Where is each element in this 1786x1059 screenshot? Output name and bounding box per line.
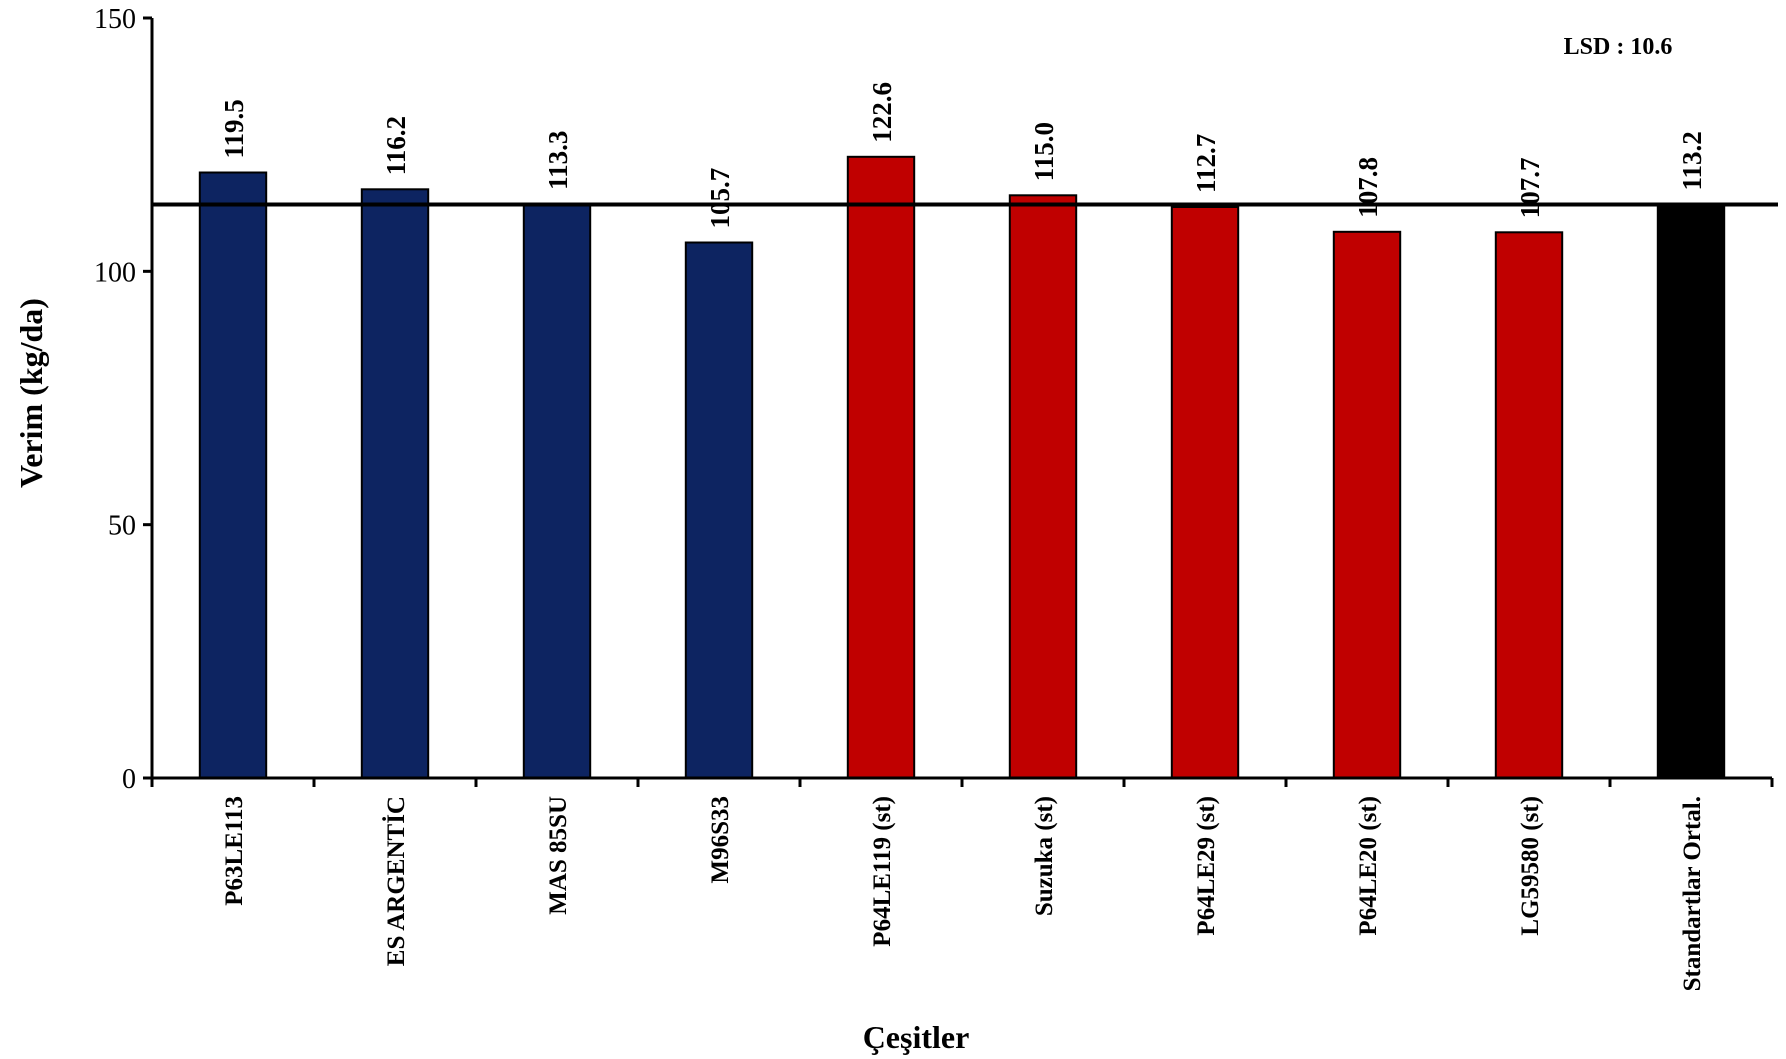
plot-area: 0 50 100 150 P63LE113 119.5 ES ARGENTİC 116.2 MA…	[94, 4, 1778, 991]
value-label-8: 107.8	[1353, 157, 1383, 218]
bar-1	[198, 171, 268, 779]
y-tick-label-50: 50	[108, 511, 136, 542]
category-label-3: MAS 85SU	[545, 796, 572, 915]
bar-5	[846, 155, 916, 780]
category-label-1: P63LE113	[221, 796, 248, 906]
category-label-8: P64LE20 (st)	[1355, 796, 1382, 936]
y-axis-title: Verim (kg/da)	[13, 298, 49, 488]
value-label-7: 112.7	[1191, 134, 1221, 193]
bar-10	[1656, 203, 1726, 779]
value-label-5: 122.6	[867, 82, 897, 143]
value-label-1: 119.5	[219, 99, 249, 158]
category-label-2: ES ARGENTİC	[382, 796, 410, 966]
lsd-annotation: LSD : 10.6	[1564, 34, 1673, 60]
y-tick-label-100: 100	[94, 257, 136, 288]
y-tick-label-150: 150	[94, 4, 136, 35]
bar-4	[684, 241, 754, 779]
value-label-3: 113.3	[543, 131, 573, 190]
bar-7	[1170, 206, 1240, 779]
bar-9	[1494, 231, 1564, 780]
bar-3	[522, 202, 592, 779]
value-label-10: 113.2	[1677, 131, 1707, 190]
category-label-6: Suzuka (st)	[1031, 796, 1058, 916]
value-label-9: 107.7	[1515, 158, 1545, 219]
value-label-4: 105.7	[705, 168, 735, 229]
bar-2	[360, 188, 430, 780]
y-tick-label-0: 0	[122, 764, 136, 795]
category-label-10: Standartlar Ortal.	[1679, 796, 1706, 991]
bar-6	[1008, 194, 1078, 780]
category-label-7: P64LE29 (st)	[1193, 796, 1220, 936]
category-label-4: M96S33	[707, 796, 734, 884]
value-label-6: 115.0	[1029, 122, 1059, 181]
value-label-2: 116.2	[381, 116, 411, 175]
category-label-9: LG59580 (st)	[1517, 796, 1544, 936]
bar-8	[1332, 230, 1402, 780]
category-label-5: P64LE119 (st)	[869, 796, 896, 947]
x-axis-title: Çeşitler	[863, 1019, 970, 1055]
